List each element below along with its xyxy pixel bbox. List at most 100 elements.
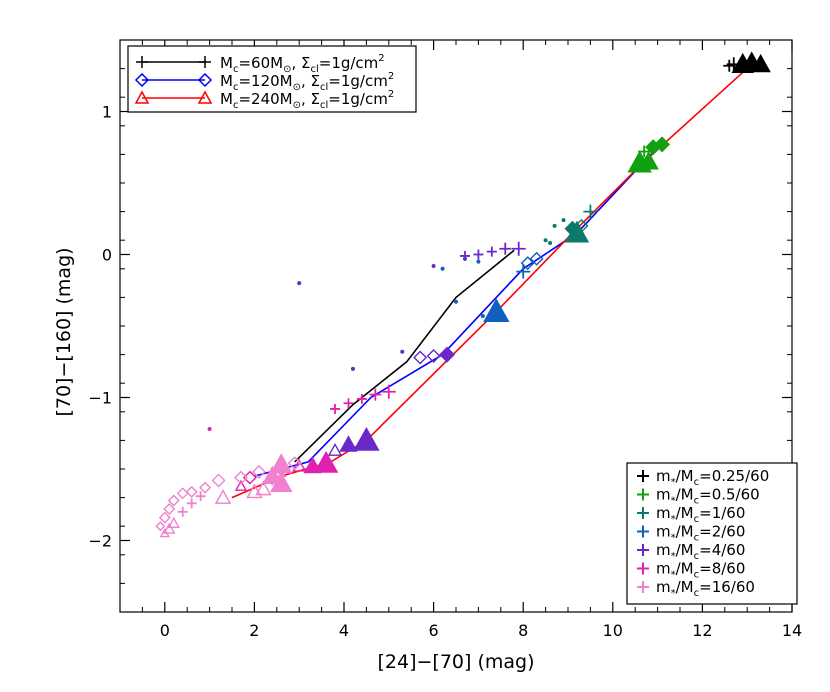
data-point-triangle	[292, 458, 307, 472]
data-point-diamond	[211, 473, 226, 488]
data-point-triangle	[638, 151, 659, 170]
legend-masses-item: m*/Mc=0.25/60	[637, 467, 769, 488]
data-point-dot	[350, 366, 355, 371]
data-point-dot	[552, 223, 557, 228]
data-point-triangle	[313, 450, 339, 473]
data-point-triangle	[270, 471, 293, 492]
legend-masses-item: m*/Mc=2/60	[637, 523, 745, 544]
data-point-plus	[343, 398, 354, 409]
data-point-triangle	[246, 483, 263, 499]
legend-masses-label: m*/Mc=16/60	[656, 578, 755, 599]
legend-label-120: Mc=120M⊙, Σcl=1g/cm2	[220, 71, 394, 93]
data-point-triangle	[163, 522, 176, 534]
y-axis-label: [70]−[160] (mag)	[53, 247, 75, 416]
data-point-plus	[499, 242, 512, 255]
data-point-plus	[369, 388, 382, 401]
data-point-plus	[186, 498, 197, 509]
x-tick-label: 0	[160, 621, 170, 640]
x-axis-label: [24]−[70] (mag)	[377, 651, 534, 673]
legend-plus-icon	[637, 507, 649, 519]
legend-plus-icon	[637, 544, 649, 556]
legend-masses-frame	[626, 462, 798, 605]
data-point-dot	[297, 281, 302, 286]
data-point-diamond	[155, 521, 166, 532]
data-point-dot	[480, 313, 485, 318]
data-point-triangle	[303, 456, 322, 474]
data-point-plus	[267, 475, 278, 486]
x-tick-label: 8	[518, 621, 528, 640]
legend-masses-item: m*/Mc=1/60	[637, 504, 745, 525]
data-point-diamond	[199, 481, 212, 494]
data-point-diamond	[185, 485, 198, 498]
data-point-diamond	[167, 494, 180, 507]
data-point-dot	[431, 263, 436, 268]
data-point-diamond	[529, 251, 544, 266]
legend-masses-label: m*/Mc=0.5/60	[656, 486, 760, 507]
data-point-plus	[195, 491, 206, 502]
y-tick-label: −1	[88, 389, 112, 408]
x-tick-label: 14	[782, 621, 802, 640]
legend-masses-label: m*/Mc=8/60	[656, 560, 745, 581]
data-point-plus	[381, 384, 396, 399]
legend-masses: m*/Mc=0.25/60m*/Mc=0.5/60m*/Mc=1/60m*/Mc…	[626, 462, 798, 605]
data-point-diamond	[426, 349, 441, 364]
legend-diamond-icon	[134, 72, 213, 88]
data-point-diamond	[287, 456, 302, 471]
data-point-plus	[516, 264, 531, 279]
data-point-dot	[561, 218, 566, 223]
data-point-triangle	[214, 489, 232, 504]
data-point-dot	[543, 238, 548, 243]
x-tick-label: 10	[603, 621, 623, 640]
legend-masses-item: m*/Mc=0.5/60	[637, 486, 760, 507]
x-tick-label: 2	[249, 621, 259, 640]
data-point-diamond	[176, 487, 189, 500]
data-point-triangle	[255, 480, 272, 496]
data-point-triangle	[327, 442, 343, 456]
data-point-diamond	[413, 350, 428, 365]
legend-tracks-item-240: Mc=240M⊙, Σcl=1g/cm2	[134, 89, 394, 111]
legend-masses-item: m*/Mc=8/60	[637, 560, 745, 581]
x-tick-label: 4	[339, 621, 349, 640]
y-tick-label: 0	[102, 246, 112, 265]
data-point-diamond	[233, 470, 248, 485]
data-point-diamond	[654, 136, 671, 153]
y-tick-label: −2	[88, 532, 112, 551]
legend-plus-icon	[637, 470, 649, 482]
data-point-plus	[459, 250, 470, 261]
data-point-diamond	[158, 511, 171, 524]
legend-tracks-item-120: Mc=120M⊙, Σcl=1g/cm2	[134, 71, 394, 93]
data-point-triangle	[750, 53, 771, 73]
x-tick-label: 6	[429, 621, 439, 640]
legend-label-240: Mc=240M⊙, Σcl=1g/cm2	[220, 89, 394, 111]
data-point-dot	[476, 259, 481, 264]
legend-tracks-item-60: Mc=60M⊙, Σcl=1g/cm2	[136, 53, 385, 75]
legend-label-60: Mc=60M⊙, Σcl=1g/cm2	[220, 53, 385, 75]
legend-plus-icon	[637, 525, 649, 538]
legend-masses-item: m*/Mc=4/60	[637, 541, 745, 562]
data-point-triangle	[167, 516, 180, 529]
legend-plus-icon	[637, 562, 649, 575]
legend-masses-label: m*/Mc=2/60	[656, 523, 745, 544]
series-line-0	[294, 249, 515, 463]
data-point-dot	[440, 266, 445, 271]
data-point-dot	[548, 241, 553, 246]
legend-masses-label: m*/Mc=1/60	[656, 504, 745, 525]
data-point-plus	[723, 59, 736, 72]
legend-tracks: Mc=60M⊙, Σcl=1g/cm2 Mc=120M⊙, Σcl=1g/cm2…	[127, 45, 417, 113]
legend-masses-rows: m*/Mc=0.25/60m*/Mc=0.5/60m*/Mc=1/60m*/Mc…	[637, 467, 769, 599]
data-point-dot	[454, 299, 458, 304]
series-line-1	[254, 146, 659, 477]
legend-triangle-icon	[134, 90, 213, 104]
data-point-triangle	[339, 435, 358, 452]
data-point-diamond	[163, 503, 176, 516]
data-point-plus	[276, 471, 287, 482]
data-point-dot	[207, 426, 212, 431]
data-point-plus	[473, 249, 484, 260]
data-point-plus	[511, 241, 526, 256]
data-point-dot	[400, 349, 405, 354]
data-point-diamond	[251, 464, 266, 479]
data-point-plus	[486, 246, 497, 257]
data-point-diamond	[520, 256, 535, 271]
legend-tracks-frame	[127, 45, 417, 113]
